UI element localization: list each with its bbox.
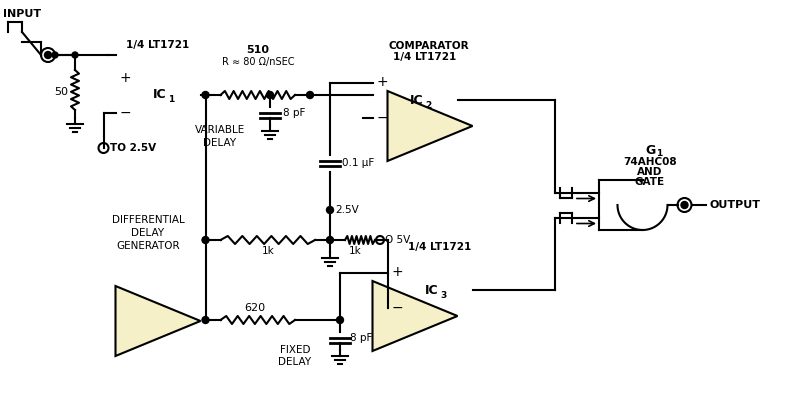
Text: 510: 510 xyxy=(246,45,270,55)
Text: −: − xyxy=(392,300,403,314)
Polygon shape xyxy=(373,281,458,351)
Circle shape xyxy=(681,201,688,208)
Text: AND: AND xyxy=(638,167,662,177)
Text: R ≈ 80 Ω/nSEC: R ≈ 80 Ω/nSEC xyxy=(222,57,294,67)
Text: 620: 620 xyxy=(245,303,266,313)
Circle shape xyxy=(306,92,314,99)
Text: IC: IC xyxy=(153,89,167,102)
Text: 3: 3 xyxy=(440,290,446,300)
Text: VARIABLE: VARIABLE xyxy=(195,125,245,135)
Text: COMPARATOR: COMPARATOR xyxy=(389,41,470,51)
Text: 0.1 μF: 0.1 μF xyxy=(342,158,374,168)
Circle shape xyxy=(202,92,209,99)
Text: GENERATOR: GENERATOR xyxy=(116,241,180,251)
Text: TO 2.5V: TO 2.5V xyxy=(110,143,157,153)
Circle shape xyxy=(72,52,78,58)
Circle shape xyxy=(326,237,334,243)
Text: 50: 50 xyxy=(54,87,68,97)
Text: DELAY: DELAY xyxy=(278,357,311,367)
Text: 1: 1 xyxy=(656,149,662,158)
Text: INPUT: INPUT xyxy=(3,9,41,19)
Text: IC: IC xyxy=(410,94,424,106)
Text: 1k: 1k xyxy=(349,246,362,256)
Text: GATE: GATE xyxy=(635,177,665,187)
Text: 74AHC08: 74AHC08 xyxy=(623,157,677,167)
Text: −: − xyxy=(120,106,131,119)
Text: 8 pF: 8 pF xyxy=(283,108,306,118)
Text: FIXED: FIXED xyxy=(280,345,310,355)
Text: G: G xyxy=(645,144,655,156)
Circle shape xyxy=(202,317,209,324)
Circle shape xyxy=(326,206,334,213)
Text: 1/4 LT1721: 1/4 LT1721 xyxy=(394,52,457,62)
Circle shape xyxy=(52,52,58,58)
Text: DELAY: DELAY xyxy=(131,228,165,238)
Text: 2.5V: 2.5V xyxy=(335,205,358,215)
Polygon shape xyxy=(115,286,201,356)
Circle shape xyxy=(266,92,274,99)
Text: 8 pF: 8 pF xyxy=(350,333,372,343)
Text: IC: IC xyxy=(425,283,439,297)
Text: 1/4 LT1721: 1/4 LT1721 xyxy=(126,40,190,50)
Circle shape xyxy=(337,317,343,324)
Text: 1: 1 xyxy=(168,96,174,104)
Circle shape xyxy=(202,237,209,243)
Text: +: + xyxy=(392,265,403,280)
Text: 2: 2 xyxy=(425,101,431,109)
Text: DIFFERENTIAL: DIFFERENTIAL xyxy=(112,215,184,225)
Circle shape xyxy=(45,52,51,59)
Text: O 5V: O 5V xyxy=(385,235,410,245)
Text: +: + xyxy=(120,70,131,84)
Text: −: − xyxy=(377,111,388,124)
Text: +: + xyxy=(377,75,388,89)
Text: DELAY: DELAY xyxy=(203,138,237,148)
Text: OUTPUT: OUTPUT xyxy=(710,200,761,210)
Polygon shape xyxy=(387,91,473,161)
Text: 1/4 LT1721: 1/4 LT1721 xyxy=(408,242,472,252)
Text: 1k: 1k xyxy=(262,246,274,256)
